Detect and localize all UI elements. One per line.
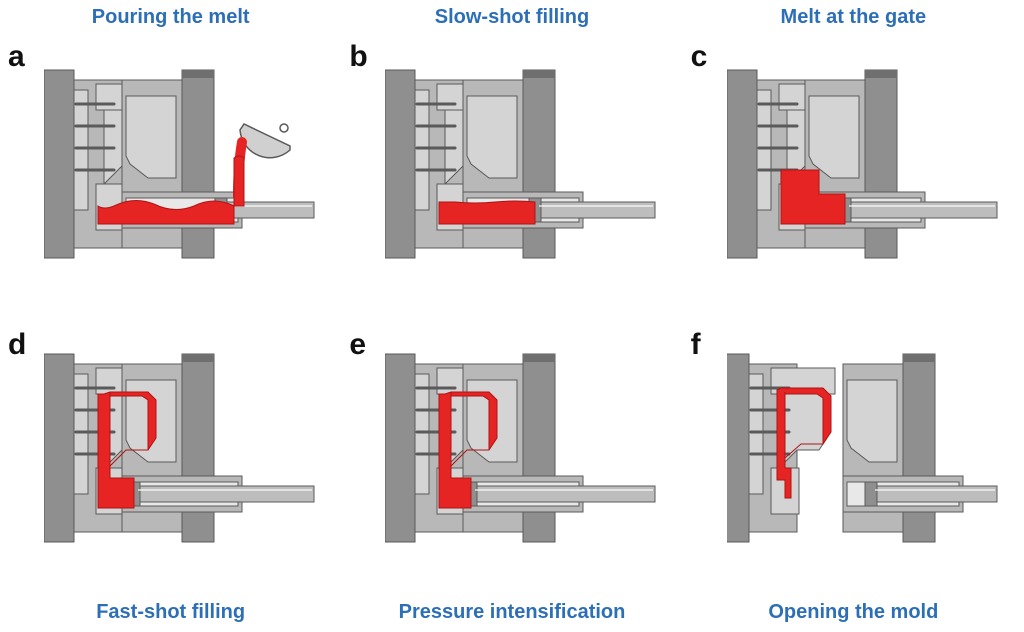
panel-e: Pressure intensification e <box>341 316 682 632</box>
panel-title: Slow-shot filling <box>341 6 682 29</box>
die-casting-diagram <box>385 330 665 560</box>
panel-label: f <box>691 328 701 362</box>
panel-label: e <box>349 328 366 362</box>
die-casting-diagram <box>727 330 1007 560</box>
panel-label: a <box>8 40 25 74</box>
panel-title: Melt at the gate <box>683 6 1024 29</box>
panel-a: Pouring the melt a <box>0 0 341 316</box>
panel-label: d <box>8 328 26 362</box>
panel-title: Opening the mold <box>683 601 1024 624</box>
panel-f: Opening the mold f <box>683 316 1024 632</box>
panel-label: c <box>691 40 708 74</box>
panel-c: Melt at the gate c <box>683 0 1024 316</box>
panel-title: Pouring the melt <box>0 6 341 29</box>
panel-title: Pressure intensification <box>341 601 682 624</box>
die-casting-diagram <box>385 46 665 276</box>
panel-title: Fast-shot filling <box>0 601 341 624</box>
panel-d: Fast-shot filling d <box>0 316 341 632</box>
die-casting-diagram <box>44 330 324 560</box>
die-casting-diagram <box>44 46 324 276</box>
panel-label: b <box>349 40 367 74</box>
panel-b: Slow-shot filling b <box>341 0 682 316</box>
die-casting-diagram <box>727 46 1007 276</box>
